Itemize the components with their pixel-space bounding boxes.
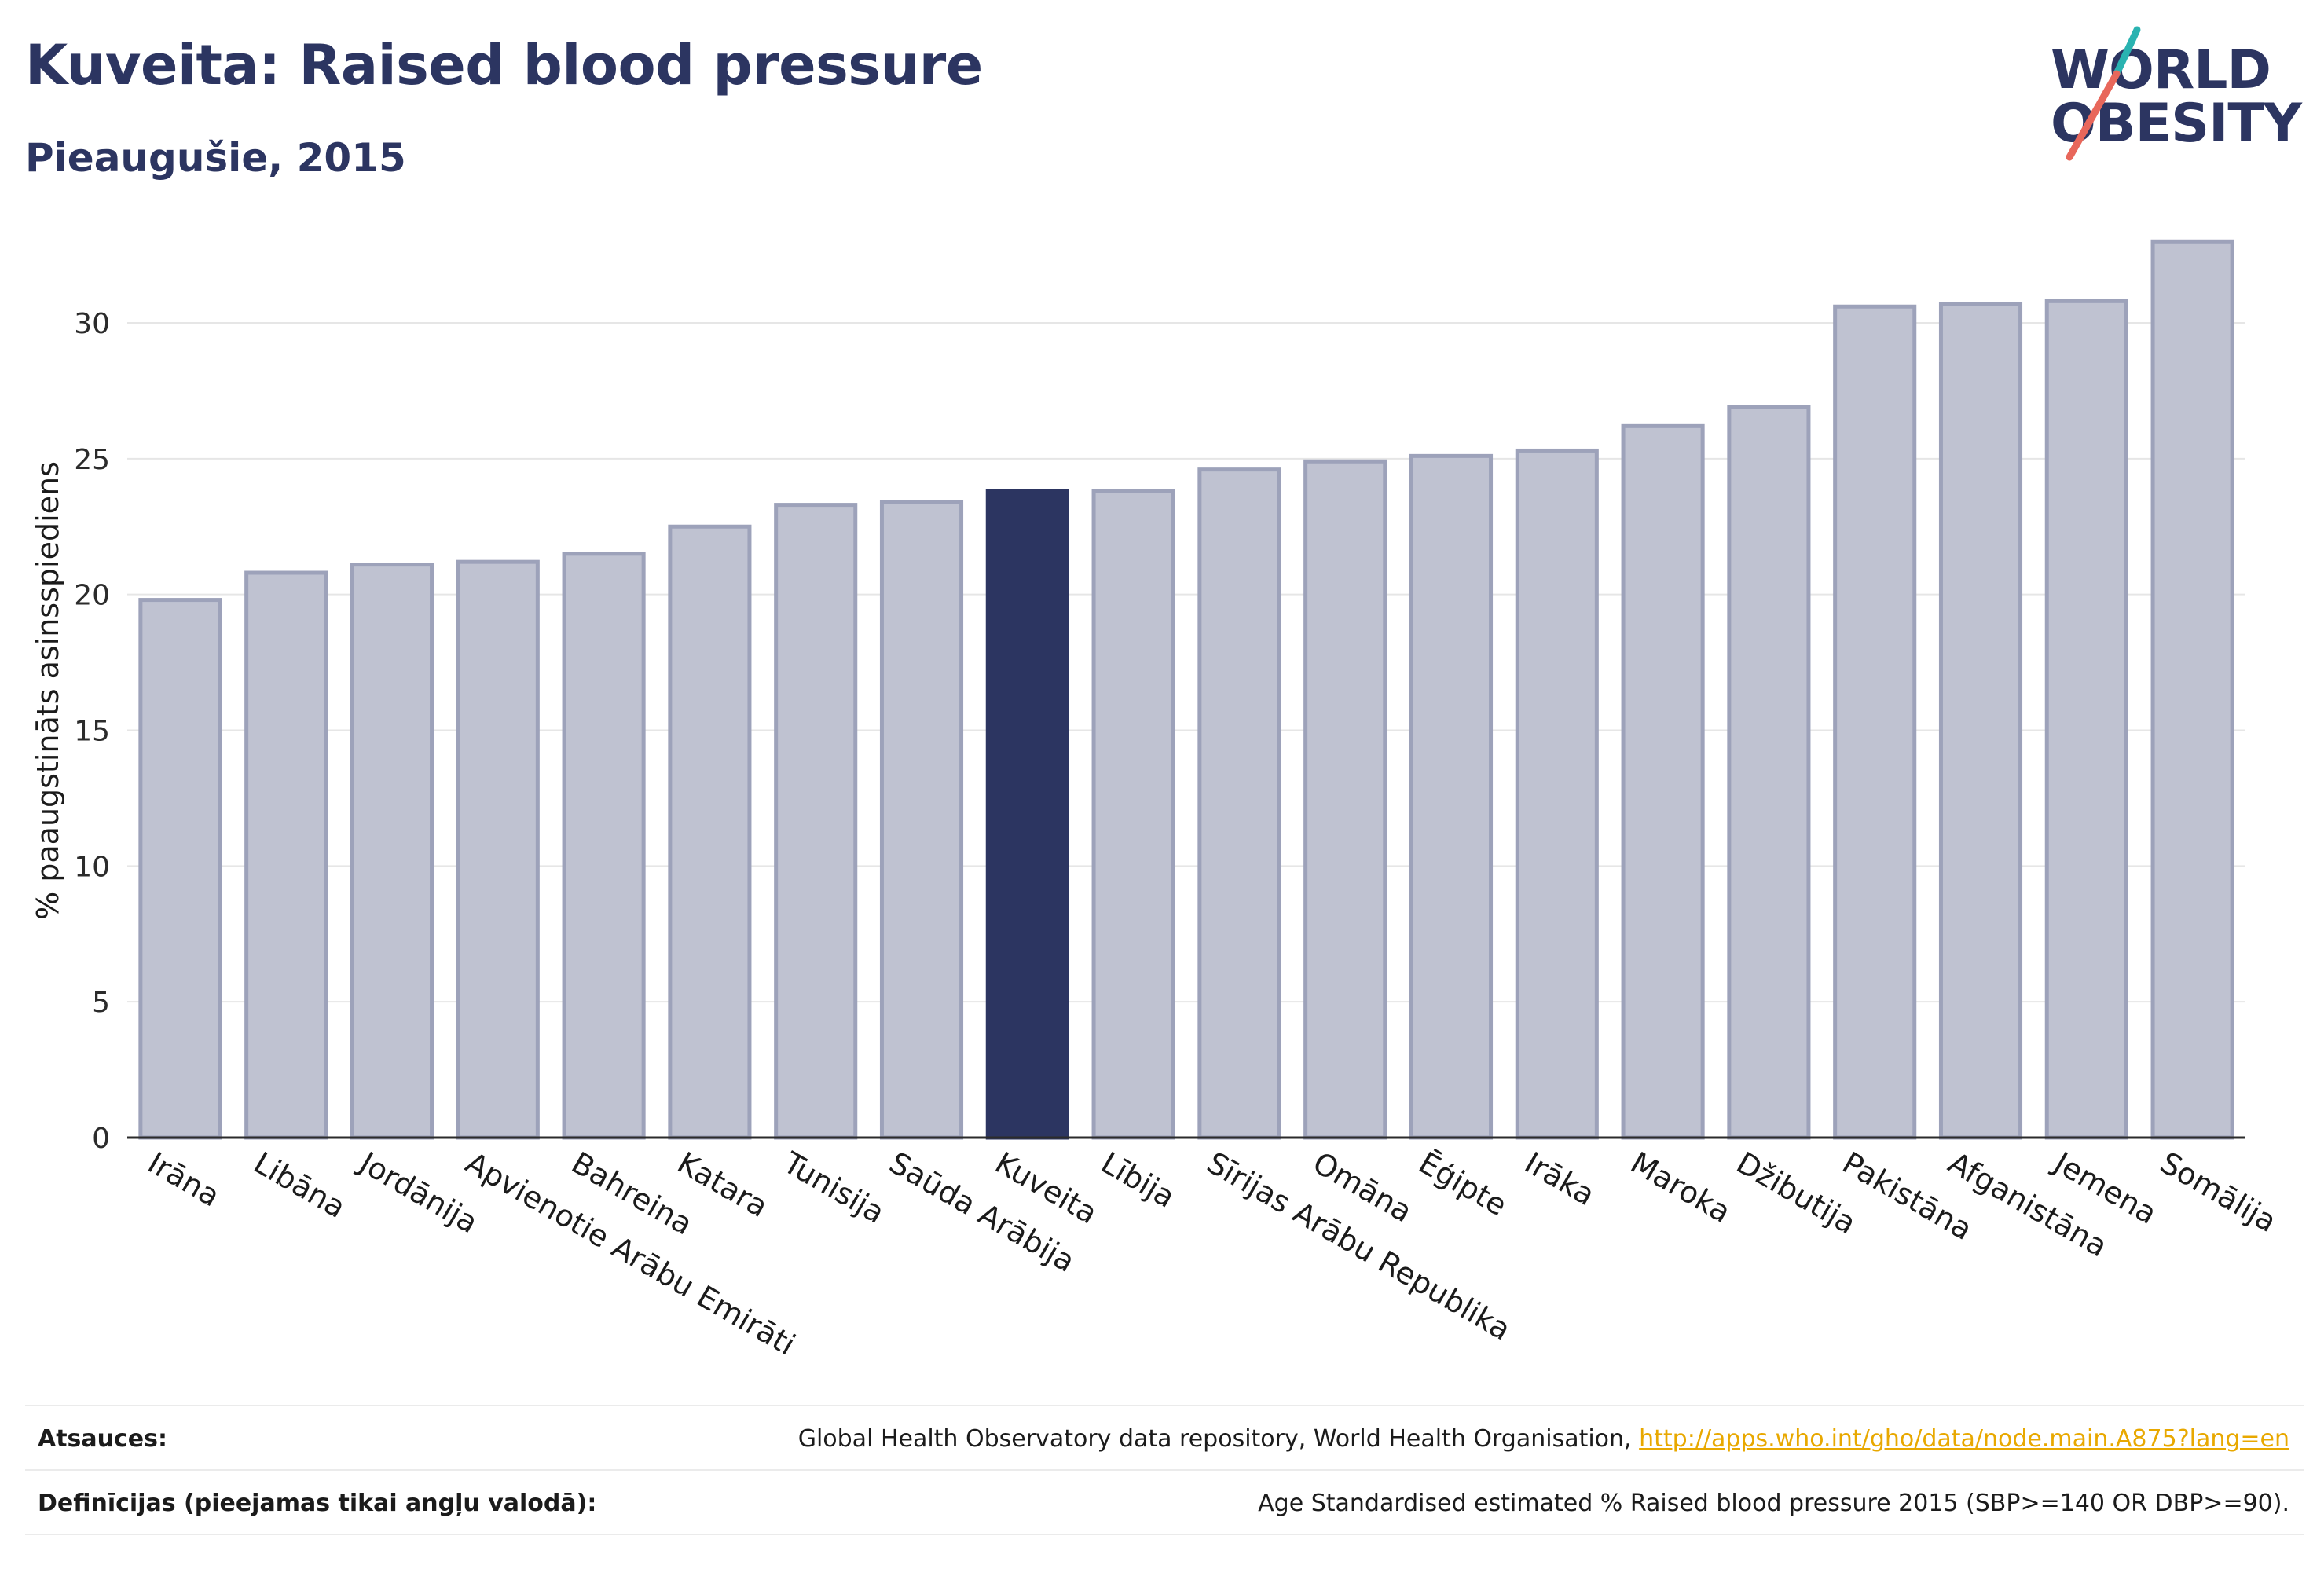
logo-line-2: OBESITY — [2051, 93, 2302, 155]
bar — [456, 559, 540, 1140]
bar — [2150, 239, 2234, 1140]
x-tick-label: Irāna — [142, 1145, 225, 1214]
bar-chart: 0 5 10 15 20 25 30 % paaugstināts asinsspiedien… — [31, 239, 2282, 1362]
x-tick-label: Irāka — [1519, 1145, 1600, 1212]
bar — [1409, 453, 1494, 1140]
y-tick-label: 0 — [92, 1123, 110, 1155]
bar — [562, 552, 646, 1140]
sources-link[interactable]: http://apps.who.int/gho/data/node.main.A… — [1639, 1425, 2289, 1453]
x-tick-label: Jordānija — [353, 1145, 484, 1241]
bar — [985, 489, 1069, 1140]
bar — [1303, 459, 1387, 1140]
bar — [668, 524, 752, 1140]
sources-text: Global Health Observatory data repositor… — [797, 1425, 1632, 1453]
y-tick-label: 20 — [74, 580, 110, 612]
y-tick-label: 25 — [74, 444, 110, 476]
bar — [1515, 448, 1599, 1140]
x-tick-label: Džibutija — [1731, 1145, 1862, 1241]
chart-subtitle: Pieaugušie, 2015 — [25, 135, 406, 181]
bar — [879, 500, 964, 1140]
x-tick-label: Lībija — [1095, 1145, 1181, 1215]
definitions-text: Age Standardised estimated % Raised bloo… — [1258, 1490, 2289, 1517]
logo-slash-icon — [2066, 26, 2141, 161]
y-axis-title: % paaugstināts asinsspiediens — [31, 461, 65, 920]
logo-line-1: WORLD — [2051, 39, 2271, 101]
bar — [1197, 467, 1281, 1140]
sources-label: Atsauces: — [38, 1425, 167, 1453]
definitions-label: Definīcijas (pieejamas tikai angļu valod… — [38, 1490, 597, 1517]
y-tick-label: 5 — [92, 987, 110, 1019]
x-tick-label: Somālija — [2154, 1145, 2282, 1239]
sources-value: Global Health Observatory data repositor… — [798, 1425, 2289, 1453]
x-tick-label: Libāna — [248, 1145, 352, 1225]
bar — [2044, 299, 2128, 1140]
bar — [774, 503, 858, 1140]
bar — [1833, 304, 1917, 1140]
x-tick-label: Tunisija — [777, 1145, 890, 1230]
bar — [138, 598, 222, 1140]
footer-divider-middle — [25, 1469, 2304, 1471]
x-tick-label: Ēģipte — [1413, 1145, 1513, 1223]
chart-title: Kuveita: Raised blood pressure — [25, 33, 983, 97]
footer-divider-top — [25, 1405, 2304, 1406]
y-tick-label: 15 — [74, 715, 110, 747]
bar — [1091, 489, 1175, 1140]
y-tick-label: 10 — [74, 851, 110, 883]
bar — [1727, 405, 1811, 1140]
x-tick-label: Saūda Arābija — [884, 1145, 1081, 1279]
bar — [1621, 423, 1705, 1140]
bar — [1938, 302, 2023, 1140]
bar — [350, 563, 434, 1140]
y-tick-label: 30 — [74, 308, 110, 340]
footer-divider-bottom — [25, 1534, 2304, 1535]
bar — [244, 570, 328, 1140]
world-obesity-logo: WORLD OBESITY — [2051, 24, 2310, 165]
x-tick-label: Maroka — [1625, 1145, 1736, 1230]
